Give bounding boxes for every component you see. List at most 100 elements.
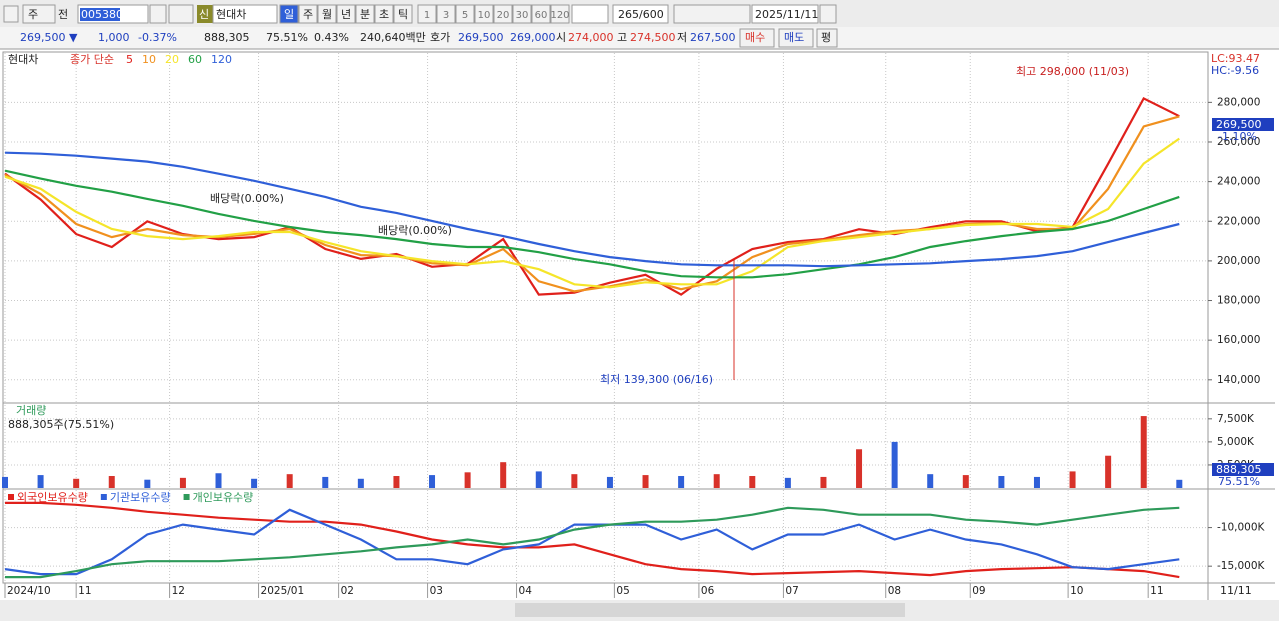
date[interactable]: 2025/11/11 bbox=[755, 8, 818, 21]
period-button[interactable] bbox=[355, 4, 375, 24]
legend-entry: 5 bbox=[126, 53, 133, 66]
period-button[interactable] bbox=[336, 4, 356, 24]
last-volume: 888,305 bbox=[1216, 463, 1262, 476]
interval-label[interactable]: 10 bbox=[478, 10, 491, 21]
volume: 888,305 bbox=[204, 31, 250, 44]
interval-button[interactable] bbox=[455, 4, 475, 24]
period-label[interactable]: 일 bbox=[284, 7, 294, 21]
volume-bar bbox=[891, 441, 898, 488]
search-button[interactable] bbox=[149, 4, 167, 24]
interval-button[interactable] bbox=[417, 4, 437, 24]
badge-box bbox=[197, 5, 213, 23]
volume-bar bbox=[1105, 455, 1112, 488]
period-label[interactable]: 월 bbox=[322, 8, 332, 21]
volume-bar bbox=[2, 476, 8, 488]
count-box[interactable] bbox=[612, 4, 669, 24]
low-annotation: 최저 139,300 (06/16) bbox=[600, 373, 713, 386]
legend-entry: 20 bbox=[165, 53, 179, 66]
series-line bbox=[4, 151, 1180, 268]
period-label[interactable]: 틱 bbox=[398, 8, 408, 21]
x-tick-label: 04 bbox=[519, 585, 533, 597]
volume-bar bbox=[357, 478, 364, 488]
x-tick-label: 08 bbox=[888, 585, 901, 597]
corner-label: LC:93.47 bbox=[1211, 52, 1260, 65]
volume-bar bbox=[927, 474, 934, 488]
interval-label[interactable]: 5 bbox=[462, 10, 468, 21]
volume-bar bbox=[784, 477, 791, 488]
sell[interactable]: 매도 bbox=[784, 31, 804, 44]
interval-button[interactable] bbox=[436, 4, 456, 24]
period-label[interactable]: 분 bbox=[360, 8, 370, 21]
tool-icons[interactable] bbox=[673, 4, 751, 24]
sell-button[interactable] bbox=[778, 28, 814, 48]
y-tick-label: 7,500K bbox=[1217, 413, 1255, 425]
name-input[interactable] bbox=[212, 4, 278, 24]
period-button[interactable] bbox=[317, 4, 337, 24]
series-line bbox=[5, 506, 1180, 579]
volume-bar bbox=[464, 472, 471, 488]
prev[interactable]: 전 bbox=[58, 8, 68, 21]
avg[interactable]: 평 bbox=[821, 31, 831, 44]
calendar-button[interactable] bbox=[819, 4, 837, 24]
y-tick-label: 140,000 bbox=[1217, 374, 1260, 386]
legend-title: 종가 단순 bbox=[70, 53, 114, 66]
market-select[interactable] bbox=[22, 4, 56, 24]
volume-bar bbox=[108, 476, 115, 488]
code[interactable]: 005380 bbox=[81, 8, 123, 21]
interval-label[interactable]: 3 bbox=[443, 10, 449, 21]
scroll-thumb[interactable] bbox=[515, 603, 905, 617]
interval-button[interactable] bbox=[550, 4, 570, 24]
interval-button[interactable] bbox=[531, 4, 551, 24]
empty-select[interactable] bbox=[571, 4, 609, 24]
bar-count[interactable]: 265/600 bbox=[618, 8, 664, 21]
interval-label[interactable]: 120 bbox=[550, 10, 569, 21]
volume-bar bbox=[429, 475, 436, 488]
period-button[interactable] bbox=[279, 4, 299, 24]
y-tick-label: 260,000 bbox=[1217, 136, 1260, 148]
buy-button[interactable] bbox=[739, 28, 775, 48]
volume-bar bbox=[215, 473, 222, 488]
interval-label[interactable]: 1 bbox=[424, 10, 430, 21]
x-tick-label: 11 bbox=[1150, 585, 1163, 597]
sound-button[interactable] bbox=[168, 4, 194, 24]
high-label: 고 bbox=[617, 31, 627, 44]
buy[interactable]: 매수 bbox=[745, 31, 765, 44]
volume-bar bbox=[179, 477, 186, 488]
stock-name[interactable]: 현대차 bbox=[216, 8, 246, 21]
interval-button[interactable] bbox=[512, 4, 532, 24]
last-ratio: 75.51% bbox=[1218, 475, 1260, 488]
period-label[interactable]: 년 bbox=[341, 8, 351, 21]
change-pct: -0.37% bbox=[138, 31, 177, 44]
period-button[interactable] bbox=[298, 4, 318, 24]
market[interactable]: 주 bbox=[28, 8, 38, 21]
interval-button[interactable] bbox=[493, 4, 513, 24]
volume-bar bbox=[37, 475, 44, 488]
period-label[interactable]: 주 bbox=[303, 8, 313, 21]
x-tick-label: 07 bbox=[785, 585, 798, 597]
interval-label[interactable]: 60 bbox=[535, 10, 548, 21]
period-button[interactable] bbox=[374, 4, 394, 24]
volume-bar bbox=[713, 474, 720, 488]
menu-icon[interactable] bbox=[3, 5, 19, 23]
code-highlight bbox=[80, 8, 120, 21]
x-tick-label: 2025/01 bbox=[261, 585, 305, 597]
interval-label[interactable]: 30 bbox=[516, 10, 529, 21]
legend-entry: 60 bbox=[188, 53, 202, 66]
series-line bbox=[4, 169, 1180, 279]
period-button[interactable] bbox=[393, 4, 413, 24]
x-tick-label: 03 bbox=[430, 585, 443, 597]
corner-label: HC:-9.56 bbox=[1211, 64, 1259, 77]
interval-button[interactable] bbox=[474, 4, 494, 24]
volume-bar bbox=[251, 478, 258, 488]
legend: 외국인보유수량 기관보유수량 개인보유수량 bbox=[8, 491, 253, 504]
period-label[interactable]: 초 bbox=[379, 8, 389, 21]
volume-bar bbox=[642, 475, 649, 488]
volume-bar bbox=[1176, 479, 1183, 488]
date-input[interactable] bbox=[751, 4, 819, 24]
volume-bar bbox=[856, 449, 863, 488]
series-line bbox=[4, 508, 1180, 576]
interval-label[interactable]: 20 bbox=[497, 10, 510, 21]
avg-button[interactable] bbox=[816, 28, 838, 48]
